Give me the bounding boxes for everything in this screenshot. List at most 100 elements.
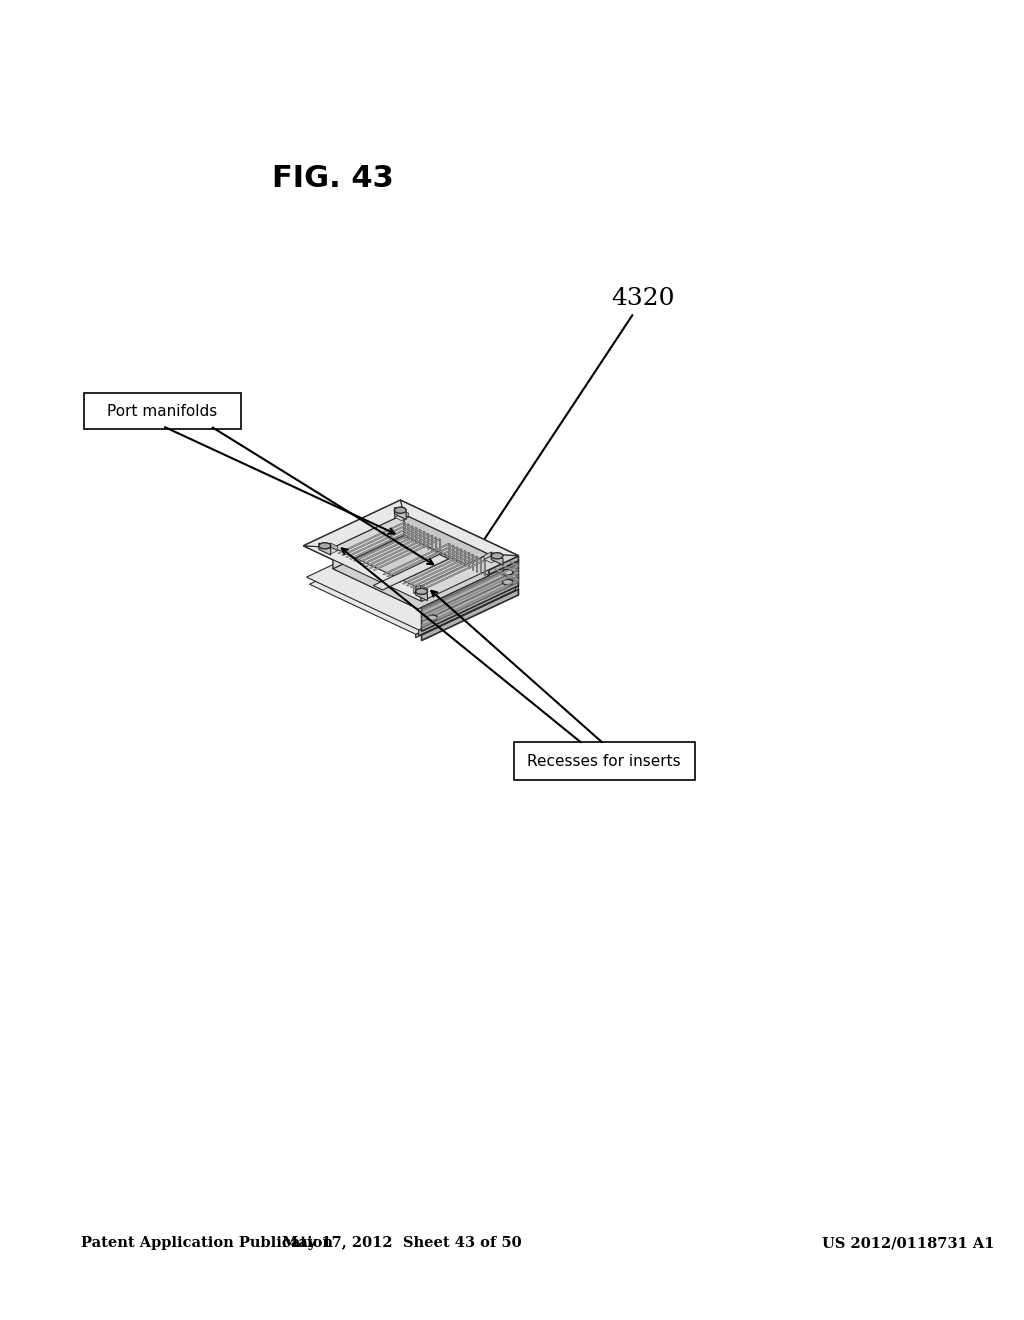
Ellipse shape	[318, 543, 331, 549]
Polygon shape	[394, 513, 409, 520]
Polygon shape	[338, 521, 406, 554]
Polygon shape	[453, 545, 454, 561]
Polygon shape	[303, 500, 403, 548]
FancyBboxPatch shape	[84, 393, 241, 429]
Polygon shape	[394, 510, 401, 517]
Polygon shape	[403, 513, 488, 576]
Polygon shape	[303, 545, 422, 602]
Polygon shape	[402, 553, 470, 585]
Polygon shape	[408, 524, 410, 540]
Polygon shape	[419, 585, 515, 636]
FancyBboxPatch shape	[514, 742, 694, 780]
Polygon shape	[484, 560, 485, 577]
Polygon shape	[333, 513, 403, 569]
Polygon shape	[422, 569, 518, 616]
Polygon shape	[383, 543, 451, 576]
Polygon shape	[400, 513, 518, 570]
Polygon shape	[461, 549, 462, 565]
Polygon shape	[366, 535, 433, 566]
Ellipse shape	[394, 507, 407, 513]
Polygon shape	[400, 533, 518, 595]
Polygon shape	[480, 558, 481, 574]
Text: Recesses for inserts: Recesses for inserts	[527, 754, 681, 768]
Text: May 17, 2012  Sheet 43 of 50: May 17, 2012 Sheet 43 of 50	[282, 1237, 521, 1250]
Polygon shape	[324, 548, 338, 554]
Polygon shape	[476, 556, 478, 573]
Polygon shape	[386, 545, 454, 577]
Polygon shape	[418, 554, 488, 609]
Polygon shape	[427, 533, 429, 549]
Polygon shape	[318, 543, 331, 554]
Polygon shape	[416, 589, 427, 601]
Polygon shape	[331, 543, 338, 550]
Polygon shape	[349, 528, 417, 560]
Ellipse shape	[406, 524, 416, 529]
Polygon shape	[411, 556, 478, 587]
Text: Patent Application Publication: Patent Application Publication	[81, 1237, 333, 1250]
Polygon shape	[422, 582, 518, 628]
Polygon shape	[400, 527, 518, 583]
Polygon shape	[422, 576, 518, 622]
Text: US 2012/0118731 A1: US 2012/0118731 A1	[822, 1237, 994, 1250]
Polygon shape	[457, 546, 458, 564]
Polygon shape	[449, 543, 451, 560]
Polygon shape	[400, 531, 518, 589]
Text: 4320: 4320	[477, 286, 675, 550]
Polygon shape	[416, 528, 417, 544]
Polygon shape	[422, 586, 518, 635]
Polygon shape	[414, 585, 421, 593]
Polygon shape	[407, 539, 512, 593]
Polygon shape	[424, 532, 425, 548]
Polygon shape	[435, 537, 437, 553]
Polygon shape	[492, 553, 503, 565]
Polygon shape	[484, 552, 492, 560]
Polygon shape	[400, 500, 518, 556]
Polygon shape	[309, 539, 512, 634]
Polygon shape	[439, 539, 440, 556]
Polygon shape	[422, 564, 518, 610]
Polygon shape	[361, 533, 429, 565]
Ellipse shape	[492, 553, 503, 558]
Polygon shape	[468, 553, 470, 569]
Polygon shape	[422, 556, 518, 606]
Polygon shape	[422, 589, 518, 640]
Polygon shape	[400, 520, 518, 577]
Text: Port manifolds: Port manifolds	[108, 404, 217, 420]
Polygon shape	[484, 556, 499, 562]
Polygon shape	[472, 554, 474, 570]
Polygon shape	[407, 554, 474, 586]
Polygon shape	[492, 552, 499, 560]
Polygon shape	[306, 532, 515, 630]
Polygon shape	[390, 546, 458, 578]
Polygon shape	[394, 507, 407, 520]
Polygon shape	[420, 529, 421, 546]
Polygon shape	[414, 590, 427, 597]
Ellipse shape	[503, 579, 513, 585]
Polygon shape	[333, 548, 418, 609]
Polygon shape	[422, 585, 518, 632]
Polygon shape	[400, 506, 518, 586]
Polygon shape	[400, 500, 518, 561]
Polygon shape	[342, 524, 410, 556]
Polygon shape	[418, 554, 518, 602]
Polygon shape	[303, 500, 518, 602]
Polygon shape	[400, 508, 518, 565]
Ellipse shape	[503, 569, 513, 576]
Polygon shape	[414, 558, 481, 590]
Polygon shape	[412, 525, 414, 543]
Polygon shape	[403, 532, 515, 590]
Polygon shape	[403, 521, 406, 539]
Polygon shape	[370, 537, 437, 569]
Ellipse shape	[416, 589, 427, 594]
Polygon shape	[421, 585, 427, 593]
Polygon shape	[324, 543, 331, 550]
Ellipse shape	[427, 615, 437, 620]
Polygon shape	[431, 535, 433, 552]
Polygon shape	[400, 529, 518, 586]
Polygon shape	[465, 550, 466, 568]
Polygon shape	[373, 539, 440, 570]
Polygon shape	[401, 510, 409, 517]
Polygon shape	[422, 561, 518, 631]
Polygon shape	[398, 550, 466, 582]
Polygon shape	[416, 589, 512, 638]
